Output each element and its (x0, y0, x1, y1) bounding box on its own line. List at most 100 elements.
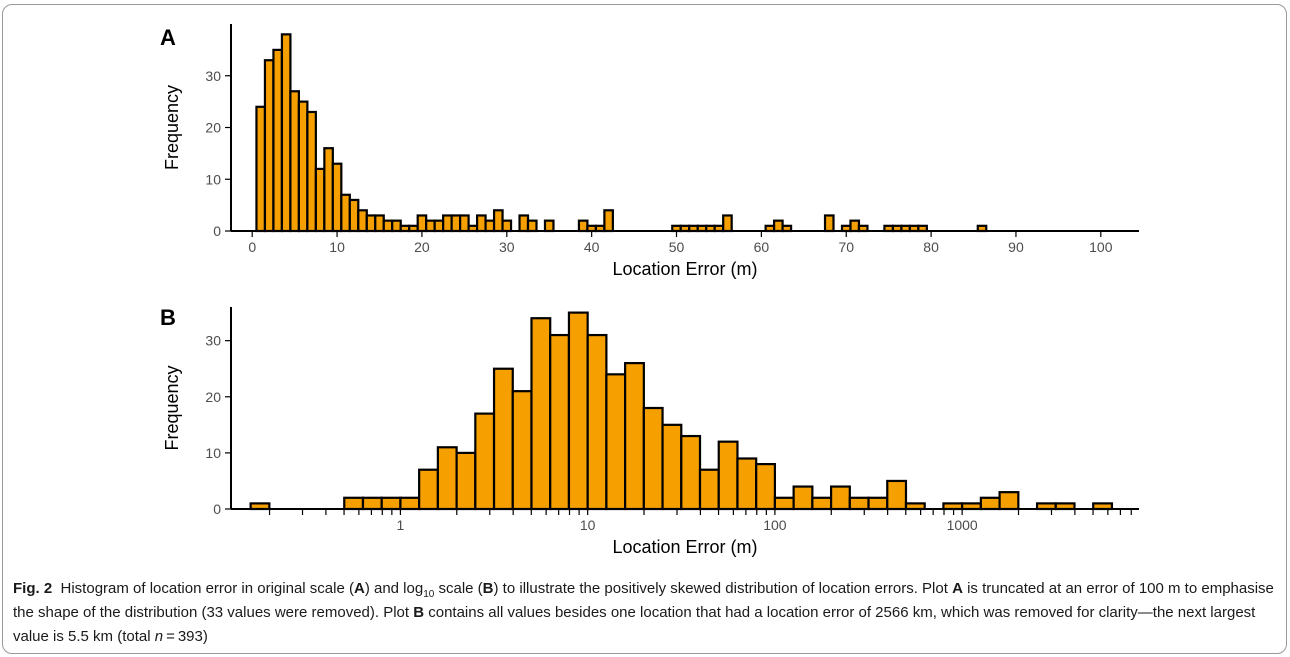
caption-ref-a: A (353, 580, 365, 597)
x-tick-label: 0 (248, 239, 256, 255)
y-tick-label: 0 (213, 501, 221, 517)
x-tick-label: 20 (414, 239, 430, 255)
caption-text: ) to illustrate the positively skewed di… (493, 580, 953, 597)
histogram-bar (433, 219, 445, 233)
y-tick-label: 30 (205, 333, 221, 349)
x-axis-title: Location Error (m) (612, 259, 757, 279)
histogram-bar (343, 496, 365, 511)
histogram-bar (717, 440, 739, 511)
histogram-bar (297, 100, 309, 233)
histogram-bar (474, 412, 496, 511)
y-tick-label: 10 (205, 171, 221, 187)
y-tick-label: 30 (205, 68, 221, 84)
y-tick-label: 0 (213, 223, 221, 239)
histogram-bar (680, 434, 702, 511)
histogram-bar (391, 219, 402, 233)
histogram-bar (867, 496, 889, 511)
histogram-bar (374, 214, 385, 233)
histogram-bar (492, 209, 504, 233)
histogram-bar (526, 219, 538, 233)
x-axis-title: Location Error (m) (612, 537, 757, 557)
histogram-bar (450, 214, 462, 233)
x-tick-label: 1 (397, 517, 405, 533)
histogram-bar (425, 219, 436, 233)
histogram-bar (399, 496, 421, 511)
histogram-bar (382, 219, 394, 233)
histogram-bar (511, 390, 533, 511)
histogram-bar (736, 457, 758, 511)
caption-ref-b: B (413, 604, 425, 621)
caption-text: scale ( (434, 580, 483, 597)
y-tick-label: 20 (205, 389, 221, 405)
histogram-bar (811, 496, 833, 511)
histogram-bar (792, 485, 814, 511)
panel-b: 0 10 20 30 1 10 100 1000 Location Error (m) Frequ… (160, 305, 1139, 557)
y-axis-title: Frequency (162, 85, 182, 170)
histogram-bar (661, 423, 683, 511)
histogram-bar (823, 214, 835, 233)
histogram-bar (314, 167, 326, 233)
histogram-bar (773, 496, 795, 511)
figure-caption: Fig. 2 Histogram of location error in or… (13, 577, 1275, 649)
histogram-bar (263, 59, 275, 233)
x-tick-label: 70 (838, 239, 854, 255)
histogram-bar (418, 468, 439, 511)
histogram-bar (998, 491, 1020, 511)
x-tick-label: 30 (499, 239, 515, 255)
histogram-bar (698, 468, 720, 511)
caption-text: = 393) (163, 628, 208, 645)
caption-n-variable: n (154, 628, 164, 645)
histogram-bar (280, 33, 292, 233)
caption-ref-b: B (482, 580, 494, 597)
histogram-bar (722, 214, 733, 233)
x-tick-label: 50 (669, 239, 685, 255)
histogram-bar (365, 214, 377, 233)
histogram-bar (331, 162, 343, 233)
caption-text: is truncated at an error of 100 m to emp… (13, 580, 1274, 621)
histogram-bar (586, 333, 608, 511)
x-tick-label: 10 (580, 517, 596, 533)
y-tick-label: 20 (205, 120, 221, 136)
caption-text: ) and log (364, 580, 424, 597)
x-tick-label: 100 (1089, 239, 1113, 255)
x-tick-label: 40 (584, 239, 600, 255)
x-tick-label: 1000 (947, 517, 978, 533)
histogram-bar (849, 219, 861, 233)
caption-ref-a: A (952, 580, 963, 597)
histogram-bar (484, 219, 496, 233)
x-tick-label: 10 (329, 239, 345, 255)
y-axis-title: Frequency (162, 365, 182, 450)
caption-subscript: 10 (423, 589, 435, 600)
histogram-bar (501, 219, 513, 233)
histogram-bar (459, 214, 470, 233)
y-tick-label: 10 (205, 445, 221, 461)
histogram-bar (886, 479, 908, 511)
histogram-bar (357, 209, 368, 233)
histogram-bar (755, 463, 777, 511)
x-tick-label: 100 (763, 517, 787, 533)
histogram-bar (306, 110, 317, 233)
figure-label: Fig. 2 (13, 580, 53, 597)
histogram-bar (475, 214, 487, 233)
x-tick-label: 80 (923, 239, 939, 255)
histogram-bar (361, 496, 383, 511)
histogram-bar (829, 485, 851, 511)
histogram-bar (455, 451, 477, 511)
panel-a: 0 10 20 30 0 10 20 30 40 50 60 70 80 90 100 Location Er… (160, 24, 1139, 279)
histogram-bar (289, 90, 300, 233)
x-tick-label: 60 (754, 239, 770, 255)
histogram-bar (848, 496, 870, 511)
histogram-bar (530, 317, 552, 511)
histogram-bar (543, 219, 555, 233)
histogram-bar (348, 198, 360, 233)
histogram-bar (979, 496, 1001, 511)
histogram-bar (442, 214, 453, 233)
histogram-bar (255, 105, 267, 233)
histogram-bar (567, 311, 589, 511)
histogram-bar (642, 406, 664, 511)
x-tick-label: 90 (1008, 239, 1024, 255)
histogram-bar (492, 367, 514, 511)
histogram-bar (340, 193, 351, 233)
histogram-bar (577, 219, 589, 233)
